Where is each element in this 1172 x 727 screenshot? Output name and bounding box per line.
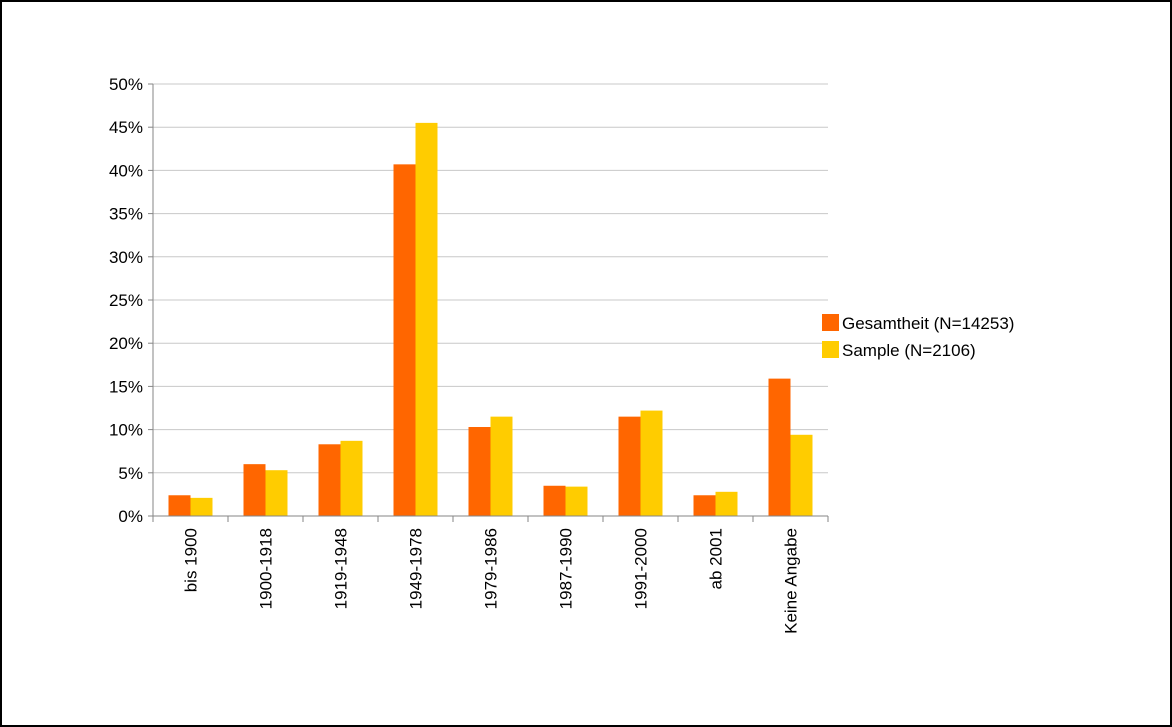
y-tick-label: 20% xyxy=(109,334,143,353)
bar-gesamtheit xyxy=(693,495,716,516)
bar-sample xyxy=(340,440,363,516)
x-tick-label: 1900-1918 xyxy=(257,528,276,609)
bar-gesamtheit xyxy=(168,495,191,516)
bar-gesamtheit xyxy=(318,444,341,516)
bar-gesamtheit xyxy=(768,378,791,516)
legend: Gesamtheit (N=14253) Sample (N=2106) xyxy=(822,314,1014,360)
bar-sample xyxy=(190,497,213,516)
y-tick-label: 45% xyxy=(109,118,143,137)
x-tick-labels: bis 1900 1900-1918 1919-1948 1949-1978 1979-… xyxy=(182,528,801,634)
x-tick-label: 1979-1986 xyxy=(482,528,501,609)
bar-gesamtheit xyxy=(468,427,491,516)
legend-label: Gesamtheit (N=14253) xyxy=(842,314,1014,333)
y-tick-label: 30% xyxy=(109,248,143,267)
y-tick-label: 0% xyxy=(118,507,143,526)
bar-sample xyxy=(565,486,588,516)
x-tick-label: ab 2001 xyxy=(707,528,726,589)
legend-swatch xyxy=(822,314,839,331)
bar-sample xyxy=(415,122,438,516)
bar-gesamtheit xyxy=(618,416,641,516)
y-tick-label: 50% xyxy=(109,75,143,94)
y-tick-label: 25% xyxy=(109,291,143,310)
x-tick-label: Keine Angabe xyxy=(782,528,801,634)
bar-sample xyxy=(715,491,738,516)
bar-gesamtheit xyxy=(393,164,416,517)
axes xyxy=(148,83,829,522)
gridlines xyxy=(153,83,828,474)
bars xyxy=(168,122,813,517)
legend-swatch xyxy=(822,341,839,358)
legend-label: Sample (N=2106) xyxy=(842,341,976,360)
y-tick-labels: 0% 5% 10% 15% 20% 25% 30% 35% 40% 45% 50% xyxy=(109,75,143,526)
x-tick-label: 1919-1948 xyxy=(332,528,351,609)
y-tick-label: 35% xyxy=(109,205,143,224)
bar-sample xyxy=(265,470,288,516)
bar-sample xyxy=(790,434,813,516)
bar-sample xyxy=(490,416,513,516)
bar-gesamtheit xyxy=(543,485,566,516)
y-tick-label: 10% xyxy=(109,421,143,440)
y-tick-label: 5% xyxy=(118,464,143,483)
x-tick-label: bis 1900 xyxy=(182,528,201,592)
bar-sample xyxy=(640,410,663,516)
x-tick-label: 1991-2000 xyxy=(632,528,651,609)
y-tick-label: 15% xyxy=(109,377,143,396)
x-tick-label: 1949-1978 xyxy=(407,528,426,609)
y-tick-label: 40% xyxy=(109,161,143,180)
x-tick-label: 1987-1990 xyxy=(557,528,576,609)
bar-gesamtheit xyxy=(243,464,266,516)
